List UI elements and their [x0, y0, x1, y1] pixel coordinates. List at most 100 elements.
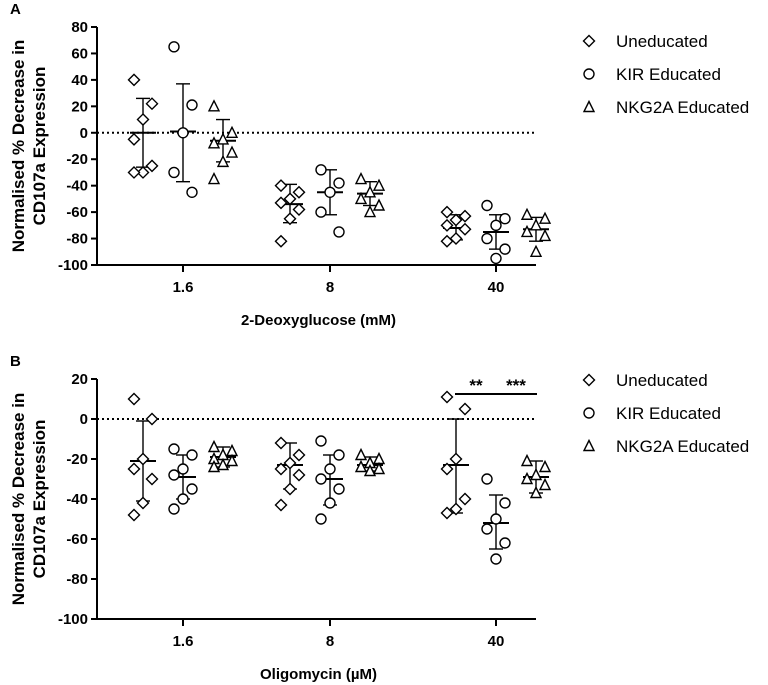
data-point-triangle: [225, 125, 239, 138]
data-point-diamond: [292, 448, 306, 462]
panel-b: B Normalised % Decrease in CD107a Expres…: [9, 353, 749, 683]
data-point-triangle: [538, 477, 552, 491]
data-point-diamond: [449, 452, 463, 466]
legend-marker-circle: [583, 407, 595, 419]
data-point-circle: [333, 483, 345, 495]
data-point-circle: [481, 473, 493, 485]
panel-a-letter: A: [10, 1, 21, 18]
data-point-circle: [499, 243, 511, 255]
legend-marker-diamond: [582, 373, 596, 387]
data-point-diamond: [283, 456, 297, 470]
panel-b-y-tick-label: 0: [80, 411, 88, 428]
data-point-triangle: [520, 453, 534, 467]
data-point-circle: [177, 493, 189, 505]
data-point-diamond: [458, 492, 472, 506]
data-point-triangle: [207, 439, 221, 453]
legend-marker-triangle: [582, 99, 596, 113]
panel-a: A Normalised % Decrease in CD107a Expres…: [9, 1, 749, 329]
data-point-triangle: [354, 191, 368, 205]
panel-b-ylabel-line1: Normalised % Decrease in: [9, 393, 28, 606]
data-point-circle: [499, 213, 511, 225]
data-point-circle: [315, 513, 327, 525]
data-point-diamond: [440, 205, 454, 219]
data-point-diamond: [283, 482, 297, 496]
data-point-circle: [186, 99, 198, 111]
data-point-circle: [315, 206, 327, 218]
data-point-triangle: [520, 207, 534, 220]
data-point-diamond: [440, 218, 454, 232]
legend-label: KIR Educated: [616, 65, 721, 84]
data-point-triangle: [354, 447, 368, 461]
data-point-circle: [490, 219, 502, 232]
data-point-triangle: [363, 185, 377, 198]
panel-a-x-tick-label: 40: [488, 279, 505, 296]
data-point-triangle: [207, 459, 221, 473]
legend-label: NKG2A Educated: [616, 98, 749, 117]
data-point-triangle: [529, 218, 543, 231]
panel-a-y-tick-label: -20: [66, 151, 88, 168]
data-point-diamond: [440, 234, 454, 248]
panel-a-y-tick-label: -80: [66, 231, 88, 248]
data-point-triangle: [363, 205, 377, 218]
data-point-circle: [499, 537, 511, 549]
data-point-diamond: [136, 113, 150, 127]
panel-b-y-tick-label: -80: [66, 571, 88, 588]
data-point-circle: [186, 483, 198, 495]
data-point-diamond: [136, 452, 150, 466]
data-point-diamond: [274, 234, 288, 248]
data-point-triangle: [520, 224, 534, 238]
panel-a-y-tick-label: -60: [66, 204, 88, 221]
panel-b-y-tick-label: -60: [66, 531, 88, 548]
data-point-diamond: [292, 202, 306, 216]
panel-a-x-tick-label: 8: [326, 279, 334, 296]
data-point-triangle: [207, 136, 221, 149]
data-point-circle: [481, 523, 493, 535]
data-point-diamond: [274, 498, 288, 512]
data-point-circle: [168, 166, 180, 179]
panel-a-plot: 80 60 40 20 0 -20 -40 -60 -80 -100 1.6 8 40 Uneducate…: [58, 19, 749, 296]
data-point-circle: [186, 186, 198, 198]
legend-marker-diamond: [582, 34, 596, 48]
data-point-circle: [499, 497, 511, 509]
legend-marker-triangle: [582, 438, 596, 452]
data-point-triangle: [538, 459, 552, 473]
panel-b-x-tick-label: 40: [488, 633, 505, 650]
data-point-circle: [333, 226, 345, 238]
data-point-triangle: [207, 99, 221, 112]
data-point-diamond: [440, 462, 454, 476]
data-point-diamond: [274, 179, 288, 193]
panel-a-xlabel: 2-Deoxyglucose (mM): [241, 312, 396, 329]
data-point-triangle: [225, 453, 239, 467]
data-point-diamond: [274, 462, 288, 476]
panel-b-xlabel: Oligomycin (µM): [260, 666, 377, 683]
panel-a-y-tick-label: -100: [58, 257, 88, 274]
data-point-triangle: [529, 467, 543, 481]
data-point-circle: [177, 127, 189, 139]
data-point-circle: [168, 469, 180, 481]
data-point-diamond: [127, 462, 141, 476]
data-point-circle: [168, 443, 180, 455]
data-point-circle: [490, 252, 502, 265]
panel-a-y-tick-label: 40: [71, 72, 88, 89]
data-point-diamond: [274, 196, 288, 210]
data-point-diamond: [292, 185, 306, 199]
panel-a-y-tick-label: 80: [71, 19, 88, 36]
data-point-triangle: [216, 457, 230, 471]
data-point-diamond: [127, 132, 141, 146]
data-point-diamond: [145, 412, 159, 426]
legend-label: Uneducated: [616, 32, 708, 51]
panel-b-ylabel-line2: CD107a Expression: [30, 420, 49, 579]
legend-label: Uneducated: [616, 371, 708, 390]
data-point-diamond: [449, 213, 463, 227]
data-point-triangle: [216, 132, 230, 145]
panel-a-x-tick-label: 1.6: [173, 279, 194, 296]
data-point-diamond: [145, 472, 159, 486]
data-point-diamond: [283, 212, 297, 226]
data-point-circle: [168, 41, 180, 53]
panel-a-y-tick-label: 60: [71, 45, 88, 62]
data-point-triangle: [372, 461, 386, 475]
significance-label: **: [469, 376, 483, 395]
data-point-triangle: [207, 171, 221, 185]
panel-b-y-tick-label: -20: [66, 451, 88, 468]
